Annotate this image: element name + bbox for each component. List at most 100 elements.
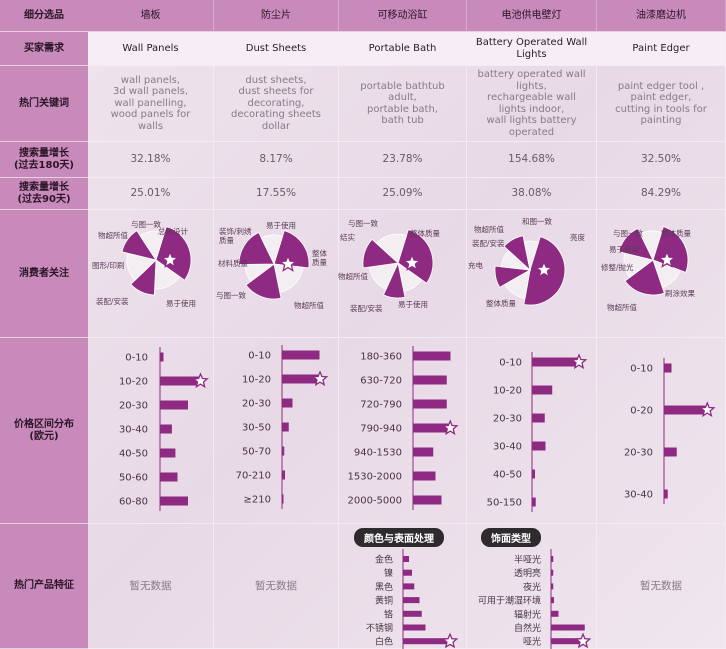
pie-slice [503, 235, 531, 272]
tick-label: 黑色 [375, 581, 393, 593]
tick-label: 10-20 [493, 386, 522, 397]
bar [551, 624, 585, 631]
pie-label: 整体质量 [661, 228, 691, 238]
bar [551, 583, 554, 590]
bar [160, 352, 164, 362]
bar [413, 471, 436, 481]
bar [664, 363, 672, 373]
tick-label: 30-50 [242, 423, 271, 434]
pie-label: 总体设计 [158, 226, 188, 236]
category-en: Portable Bath [339, 32, 467, 66]
star-icon [570, 353, 588, 370]
star-icon [657, 250, 677, 268]
color-finish-title: 颜色与表面处理 [354, 528, 444, 547]
bar [160, 472, 178, 482]
pie-slice [652, 226, 689, 273]
star-icon [574, 632, 592, 649]
pie-label: 易于使用 [609, 244, 639, 254]
tick-label: 辐射光 [514, 608, 541, 620]
bar [403, 556, 409, 562]
bar [413, 351, 451, 361]
tick-label: 白色 [375, 636, 393, 648]
consumer-focus-cell [88, 210, 214, 338]
row-header-consumer-focus: 消费者关注 [0, 210, 88, 338]
pie-slice [130, 259, 157, 296]
tick-label: 夜光 [523, 581, 541, 593]
tick-label: 20-30 [493, 414, 522, 425]
pie-label: 充电 [468, 260, 483, 270]
pie-slice [523, 240, 540, 271]
pie-label: 物超所值 [98, 230, 128, 240]
tick-label: 可用于潮湿环境 [478, 595, 541, 607]
pie-slice [121, 230, 157, 261]
price-cell [88, 338, 214, 524]
tick-label: 透明亮 [514, 567, 541, 579]
pie-label: 物超所值 [294, 300, 324, 310]
bar [413, 495, 442, 505]
bar [160, 424, 172, 434]
consumer-focus-cell [214, 210, 339, 338]
bar [282, 446, 285, 456]
bar [160, 448, 176, 458]
price-cell [339, 338, 467, 524]
pie-slice [618, 227, 654, 261]
bar [532, 441, 546, 451]
pie-label: 刷涂效果 [665, 288, 695, 298]
price-cell [214, 338, 339, 524]
pie-label: 修整/抛光 [601, 262, 634, 272]
keywords-cell: dust sheets, dust sheets for decorating,… [214, 66, 339, 142]
tick-label: 60-80 [119, 497, 148, 508]
tick-label: 20-30 [242, 399, 271, 410]
category-cn: 油漆磨边机 [597, 0, 726, 32]
category-cn: 防尘片 [214, 0, 339, 32]
tick-label: 0-10 [499, 358, 522, 369]
tick-label: 30-40 [624, 490, 653, 501]
pie-slice [260, 234, 284, 266]
tick-label: 50-70 [242, 447, 271, 458]
pie-slice [273, 263, 304, 293]
pie-slice [273, 230, 310, 269]
bar [664, 405, 706, 415]
tick-label: 50-60 [119, 473, 148, 484]
bar [403, 624, 426, 631]
tick-label: 0-10 [248, 351, 271, 362]
row-header-features: 热门产品特征 [0, 524, 88, 649]
tick-label: ≥210 [244, 495, 271, 506]
tick-label: 70-210 [236, 471, 271, 482]
bar [282, 494, 284, 504]
tick-label: 20-30 [119, 401, 148, 412]
pie-label: 装饰/刺绣质量 [219, 226, 252, 245]
pie-slice [494, 265, 532, 288]
pie-slice [362, 238, 399, 269]
pie-label: 易于使用 [398, 299, 428, 309]
bar [282, 374, 318, 384]
pie-slice [376, 233, 408, 264]
star-icon [278, 254, 298, 272]
pie-label: 与图一致 [131, 219, 161, 229]
row-header-keywords: 热门关键词 [0, 66, 88, 142]
bar [160, 496, 188, 506]
tick-label: 2000-5000 [347, 496, 402, 507]
tick-label: 30-40 [493, 442, 522, 453]
bar [282, 470, 285, 480]
bar [532, 497, 536, 507]
category-en: Wall Panels [88, 32, 214, 66]
tick-label: 10-20 [242, 375, 271, 386]
row-header-buyer-need: 买家需求 [0, 32, 88, 66]
growth-180-value: 23.78% [339, 142, 467, 178]
pie-label: 与图一致 [348, 218, 378, 228]
pie-label: 材料质量 [218, 258, 248, 268]
pie-label: 与图一致 [216, 290, 246, 300]
keywords-cell: battery operated wall lights, rechargeab… [467, 66, 597, 142]
pie-label: 易于使用 [266, 220, 296, 230]
pie-label: 和图一致 [522, 216, 552, 226]
tick-label: 40-50 [493, 470, 522, 481]
pie-label: 整体质量 [312, 248, 327, 267]
pie-slice [639, 230, 663, 262]
pie-label: 装配/安装 [96, 296, 129, 306]
tick-label: 630-720 [360, 376, 402, 387]
category-en: Paint Edger [597, 32, 726, 66]
tick-label: 790-940 [360, 424, 402, 435]
